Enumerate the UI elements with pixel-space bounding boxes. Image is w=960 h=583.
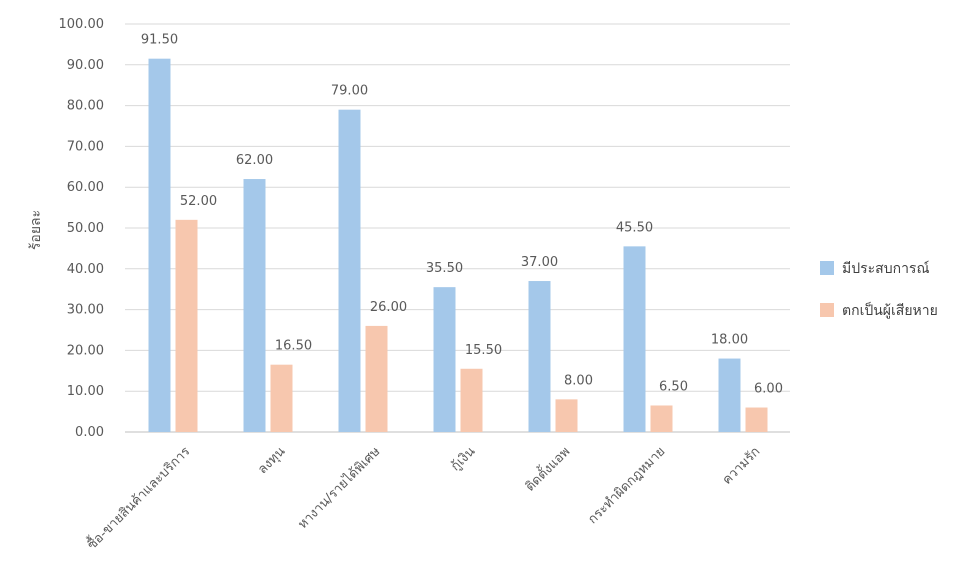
bar-experienced [243, 179, 266, 432]
data-label: 18.00 [711, 333, 748, 348]
bar-experienced [148, 58, 171, 433]
y-tick-label: 20.00 [67, 343, 104, 358]
bar-experienced [433, 287, 456, 432]
data-labels: 91.50 52.00 62.00 16.50 79.00 26.00 35.50 15.50… [141, 33, 783, 397]
legend-label: มีประสบการณ์ [842, 260, 929, 277]
y-tick-label: 40.00 [67, 262, 104, 277]
x-axis-categories: ซื้อ-ขายสินค้าและบริการ ลงทุน หางาน/รายได้… [83, 442, 764, 553]
legend-label: ตกเป็นผู้เสียหาย [842, 301, 938, 319]
y-axis: 0.00 10.00 20.00 30.00 40.00 50.00 60.00 70.00 8… [59, 17, 105, 440]
data-label: 91.50 [141, 33, 178, 48]
data-label: 62.00 [236, 153, 273, 168]
bar-experienced [623, 246, 646, 432]
data-label: 35.50 [426, 261, 463, 276]
data-label: 26.00 [370, 300, 407, 315]
y-tick-label: 30.00 [67, 303, 104, 318]
x-category-label: ลงทุน [255, 444, 288, 477]
bar-victim [650, 405, 673, 432]
bar-victim [175, 219, 198, 432]
bars [148, 58, 768, 433]
y-tick-label: 90.00 [67, 58, 104, 73]
y-tick-label: 60.00 [67, 180, 104, 195]
bar-victim [270, 364, 293, 432]
bar-experienced [528, 281, 551, 432]
bar-victim [555, 399, 578, 432]
bar-experienced [338, 109, 361, 433]
data-label: 52.00 [180, 194, 217, 209]
x-category-label: ซื้อ-ขายสินค้าและบริการ [83, 442, 194, 553]
bar-victim [745, 407, 768, 432]
data-label: 79.00 [331, 84, 368, 99]
x-category-label: กระทำผิดกฎหมาย [585, 444, 668, 527]
legend-swatch [820, 261, 834, 275]
data-label: 16.50 [275, 339, 312, 354]
y-axis-label: ร้อยละ [28, 210, 44, 250]
data-label: 15.50 [465, 343, 502, 358]
bar-victim [365, 325, 388, 432]
y-tick-label: 80.00 [67, 99, 104, 114]
data-label: 6.00 [754, 382, 783, 397]
y-tick-label: 10.00 [67, 384, 104, 399]
legend: มีประสบการณ์ตกเป็นผู้เสียหาย [820, 260, 938, 319]
x-category-label: กู้เงิน [448, 444, 478, 474]
legend-swatch [820, 303, 834, 317]
bar-victim [460, 368, 483, 432]
data-label: 37.00 [521, 255, 558, 270]
data-label: 45.50 [616, 220, 653, 235]
x-category-label: หางาน/รายได้พิเศษ [295, 443, 384, 532]
x-category-label: ติดตั้งแอพ [521, 442, 574, 495]
y-tick-label: 100.00 [59, 17, 105, 32]
bar-experienced [718, 358, 741, 432]
x-category-label: ความรัก [720, 444, 764, 488]
data-label: 8.00 [564, 373, 593, 388]
y-tick-label: 50.00 [67, 221, 104, 236]
y-tick-label: 0.00 [75, 425, 104, 440]
y-tick-label: 70.00 [67, 139, 104, 154]
data-label: 6.50 [659, 379, 688, 394]
gridlines [125, 23, 790, 433]
